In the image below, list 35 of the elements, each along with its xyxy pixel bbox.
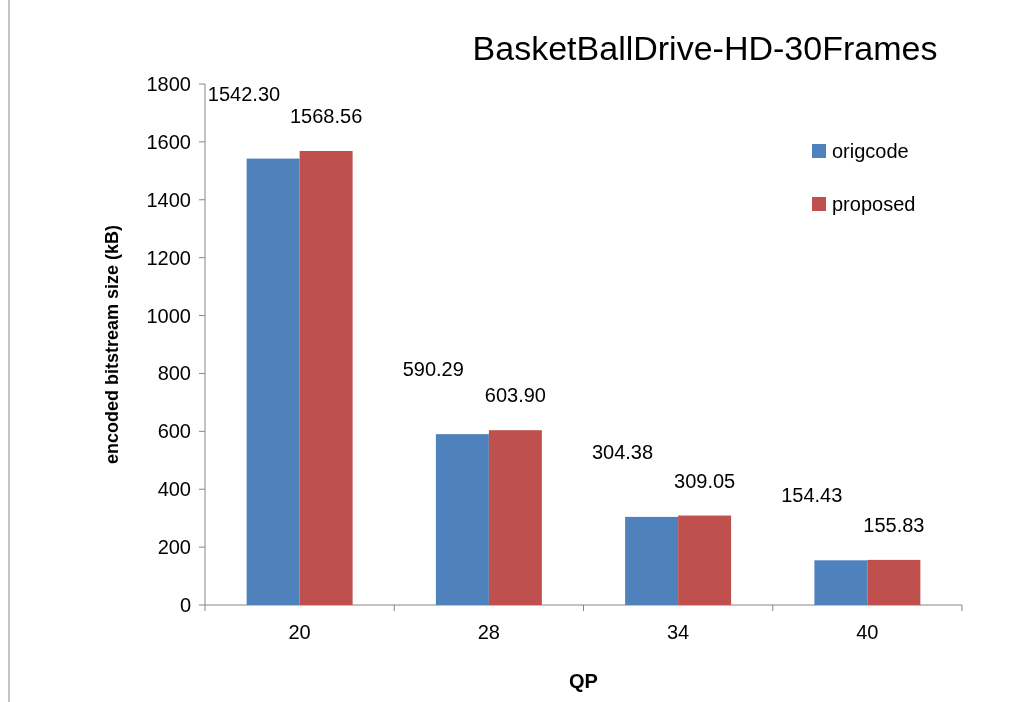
bar — [435, 434, 489, 605]
y-tick-label: 400 — [157, 478, 191, 501]
y-tick-label: 1000 — [146, 304, 191, 327]
chart-title: BasketBallDrive-HD-30Frames — [472, 29, 938, 67]
y-tick-label: 1800 — [146, 73, 191, 95]
legend-label: proposed — [832, 193, 916, 215]
y-axis-title: encoded bitstream size (kB) — [102, 224, 122, 465]
y-tick-label: 200 — [157, 536, 191, 559]
bar — [488, 430, 542, 605]
data-label: 154.43 — [781, 484, 843, 507]
y-tick-label: 600 — [157, 420, 191, 443]
data-label: 309.05 — [674, 469, 736, 492]
bar — [814, 560, 868, 605]
x-tick-label: 20 — [288, 621, 311, 643]
y-tick-label: 1600 — [146, 130, 191, 153]
bar — [625, 516, 679, 605]
data-label: 590.29 — [402, 358, 464, 381]
y-tick-label: 1400 — [146, 188, 191, 211]
x-tick-label: 40 — [856, 621, 879, 643]
legend-label: origcode — [832, 140, 909, 162]
x-tick-label: 34 — [667, 621, 690, 643]
y-tick-label: 800 — [157, 362, 191, 385]
data-label: 155.83 — [863, 513, 925, 536]
y-tick-label: 1200 — [146, 246, 191, 269]
data-label: 1568.56 — [289, 104, 363, 127]
data-label: 304.38 — [591, 440, 654, 463]
x-axis-title: QP — [569, 670, 598, 692]
y-tick-label: 0 — [179, 594, 191, 616]
data-label: 603.90 — [484, 384, 546, 407]
bar — [867, 559, 921, 605]
x-tick-label: 28 — [477, 621, 500, 643]
bar — [299, 150, 353, 605]
bar — [678, 515, 732, 605]
bar — [246, 158, 300, 605]
data-label: 1542.30 — [207, 82, 281, 105]
